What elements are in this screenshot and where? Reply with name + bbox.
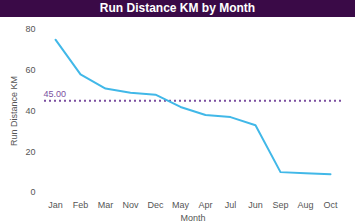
svg-text:Mar: Mar [98,200,114,210]
svg-text:40: 40 [25,106,35,116]
svg-text:Nov: Nov [122,200,139,210]
svg-text:Sep: Sep [272,200,288,210]
svg-text:Oct: Oct [323,200,338,210]
svg-text:20: 20 [25,147,35,157]
svg-text:Jun: Jun [248,200,263,210]
svg-text:Feb: Feb [73,200,89,210]
svg-text:Run Distance KM: Run Distance KM [9,76,19,146]
svg-text:60: 60 [25,65,35,75]
svg-text:45.00: 45.00 [44,89,67,99]
svg-text:Aug: Aug [297,200,313,210]
svg-text:Jan: Jan [48,200,63,210]
svg-text:Jul: Jul [225,200,237,210]
svg-text:Dec: Dec [147,200,164,210]
svg-text:Month: Month [180,213,205,223]
svg-text:May: May [172,200,190,210]
svg-text:80: 80 [25,24,35,34]
svg-text:Apr: Apr [198,200,212,210]
html-text:Run Distance KM by Month: Run Distance KM by Month [99,1,256,15]
svg-text:0: 0 [30,187,35,197]
